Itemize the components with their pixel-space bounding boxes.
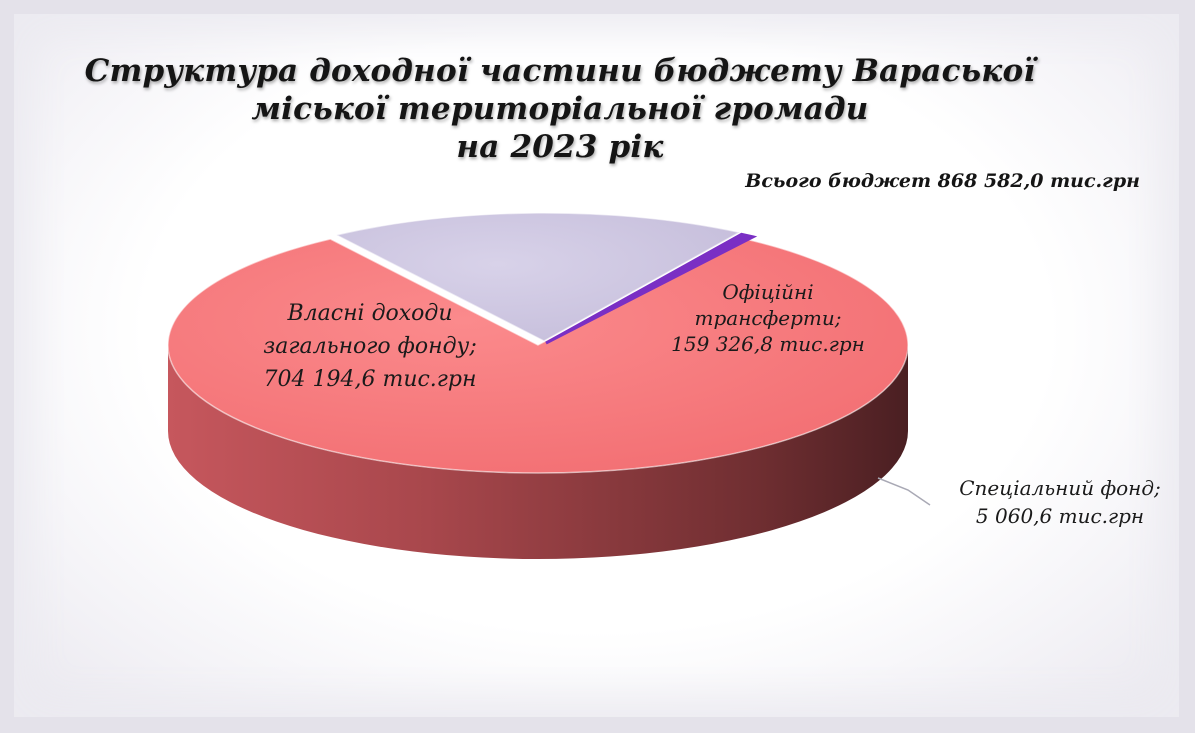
title-line-1: Структура доходної частини бюджету Варас… <box>84 53 1036 89</box>
slice-label-own-revenue-line-3: 704 194,6 тис.грн <box>264 367 477 392</box>
slice-label-transfers-line-2: трансферти; <box>695 306 842 330</box>
slice-label-transfers: Офіційні трансферти; 159 326,8 тис.грн <box>671 280 865 356</box>
special-fund-leader-line <box>877 477 931 506</box>
slice-label-transfers-line-1: Офіційні <box>722 280 813 304</box>
title-line-2: міської територіальної громади <box>251 91 869 127</box>
pie-slice-2 <box>334 212 742 342</box>
chart-title: Структура доходної частини бюджету Варас… <box>60 52 1060 166</box>
pie-slice-1 <box>167 238 909 474</box>
slice-label-transfers-line-3: 159 326,8 тис.грн <box>671 332 865 356</box>
pie-slice-side-1 <box>168 345 908 559</box>
slice-label-special-fund-line-1: Спеціальний фонд; <box>959 476 1161 500</box>
slice-label-own-revenue: Власні доходи загального фонду; 704 194,6 … <box>263 301 477 392</box>
slice-label-special-fund: Спеціальний фонд; 5 060,6 тис.грн <box>959 476 1161 528</box>
total-budget-label: Всього бюджет 868 582,0 тис.грн <box>745 170 1140 192</box>
slice-label-own-revenue-line-1: Власні доходи <box>286 301 452 326</box>
slice-label-special-fund-line-2: 5 060,6 тис.грн <box>976 504 1144 528</box>
pie-slice-3 <box>545 232 758 345</box>
title-line-3: на 2023 рік <box>456 129 664 165</box>
slice-label-own-revenue-line-2: загального фонду; <box>263 334 477 359</box>
